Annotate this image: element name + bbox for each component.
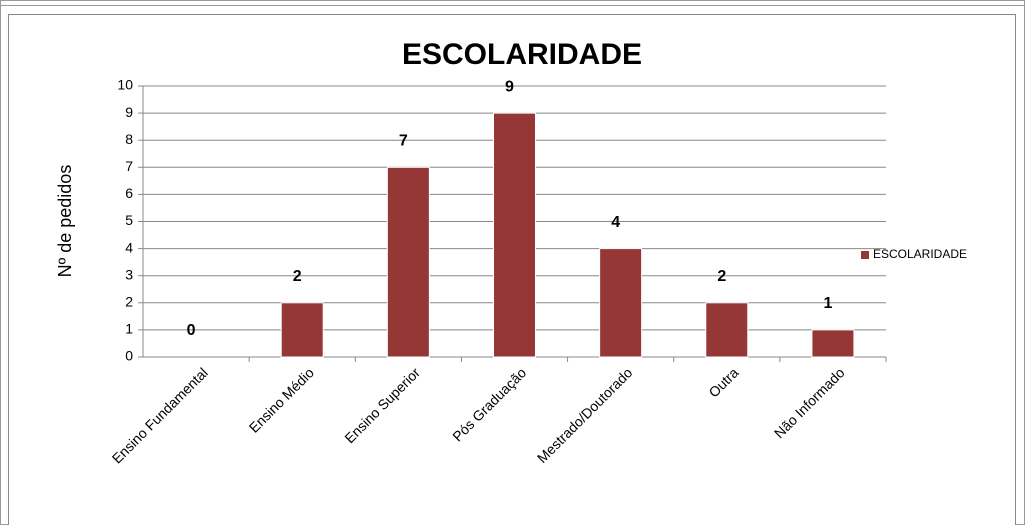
bar (705, 302, 749, 358)
chart-title: ESCOLARIDADE (402, 38, 642, 71)
y-tick-label: 1 (125, 321, 133, 337)
y-axis-label: Nº de pedidos (55, 165, 75, 278)
bar (386, 166, 430, 358)
data-label: 0 (187, 322, 196, 339)
bar (493, 112, 536, 358)
bar (599, 248, 643, 358)
y-tick-label: 7 (125, 158, 133, 174)
y-tick-label: 8 (125, 131, 133, 147)
data-label: 4 (611, 214, 620, 231)
data-label: 2 (717, 268, 726, 285)
y-tick-label: 5 (125, 212, 133, 228)
data-label: 7 (399, 133, 408, 150)
y-tick-label: 0 (125, 348, 133, 364)
data-label: 2 (293, 268, 302, 285)
legend-label: ESCOLARIDADE (873, 247, 967, 261)
legend-swatch (861, 251, 869, 259)
y-tick-label: 6 (125, 185, 133, 201)
y-tick-label: 3 (125, 266, 133, 282)
y-tick-label: 4 (125, 239, 133, 255)
data-label: 9 (505, 78, 514, 95)
bar (811, 329, 855, 358)
y-tick-label: 10 (117, 77, 133, 93)
data-label: 1 (823, 295, 832, 312)
y-tick-label: 2 (125, 294, 133, 310)
bar (280, 302, 324, 358)
y-tick-label: 9 (125, 104, 133, 120)
